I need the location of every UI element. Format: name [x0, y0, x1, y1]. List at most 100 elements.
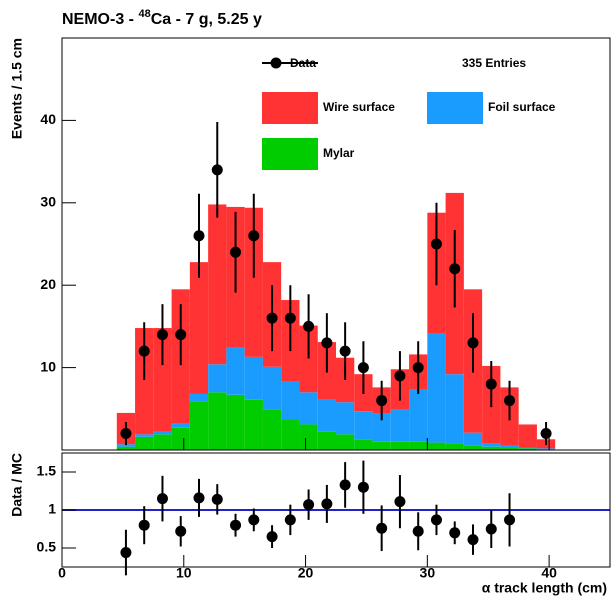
histogram-segment [482, 446, 501, 450]
histogram-segment [116, 446, 136, 450]
histogram-segment [171, 423, 190, 428]
entries-label: 335 Entries [462, 56, 526, 70]
x-tick-label: 10 [176, 565, 192, 581]
histogram-segment [354, 411, 373, 440]
histogram-segment [299, 392, 318, 425]
data-point [485, 378, 497, 390]
histogram-segment [171, 427, 190, 450]
data-point [376, 395, 388, 407]
data-point [284, 312, 296, 324]
data-point [138, 345, 150, 357]
histogram-segment [208, 204, 227, 365]
chart-title: NEMO-3 - 48Ca - 7 g, 5.25 y [62, 8, 262, 28]
legend-label: Foil surface [488, 100, 556, 114]
data-point [394, 496, 406, 508]
data-point [339, 479, 351, 491]
histogram-segment [409, 441, 428, 450]
data-point [248, 514, 260, 526]
histogram-segment [262, 409, 282, 450]
histogram-segment [500, 447, 519, 450]
histogram-segment [281, 419, 300, 450]
title-part: Ca - 7 g, 5.25 y [151, 11, 262, 28]
data-point [303, 499, 315, 511]
y-axis-label: Data / MC [9, 453, 25, 517]
data-point [540, 428, 552, 440]
data-point [120, 547, 132, 559]
legend-marker [270, 57, 282, 69]
histogram-segment [153, 434, 172, 450]
histogram-segment [153, 431, 172, 435]
histogram-segment [518, 424, 537, 448]
data-point [248, 230, 260, 242]
histogram-segment [299, 325, 318, 393]
histogram-segment [500, 445, 519, 448]
data-point [321, 337, 333, 349]
y-tick-label: 30 [40, 194, 56, 210]
histogram-segment [463, 445, 483, 450]
data-point [193, 230, 205, 242]
histogram-segment [208, 392, 227, 450]
histogram-segment [135, 436, 154, 450]
legend-label: Wire surface [323, 100, 395, 114]
data-point [485, 523, 497, 535]
data-point [412, 362, 424, 374]
histogram-segment [208, 364, 227, 393]
data-point [357, 362, 369, 374]
histogram-segment [372, 441, 391, 450]
legend-swatch [262, 138, 318, 170]
histogram-segment [482, 443, 501, 447]
title-superscript: 48 [138, 8, 150, 20]
histogram-segment [281, 381, 300, 420]
data-point [504, 514, 516, 526]
legend-swatch [262, 92, 318, 124]
histogram-segment [226, 394, 245, 450]
histogram-segment [244, 356, 263, 400]
histogram-segment [116, 444, 136, 447]
data-point [449, 527, 461, 539]
title-part: NEMO-3 - [62, 11, 138, 28]
data-point [193, 492, 205, 504]
data-point [284, 514, 296, 526]
histogram-segment [336, 402, 355, 435]
data-point [467, 337, 479, 349]
data-point [449, 263, 461, 275]
histogram-segment [463, 432, 483, 446]
y-tick-label: 10 [40, 358, 56, 374]
x-tick-label: 20 [298, 565, 314, 581]
histogram-segment [427, 442, 446, 450]
histogram-segment [354, 439, 373, 450]
histogram-segment [518, 448, 537, 450]
data-point [430, 238, 442, 250]
histogram-segment [427, 332, 446, 443]
histogram-segment [299, 424, 318, 450]
data-point [175, 525, 187, 537]
histogram-segment [189, 401, 209, 450]
histogram-segment [390, 409, 410, 442]
data-point [357, 481, 369, 493]
y-tick-label: 1.5 [37, 463, 57, 479]
histogram-segment [153, 328, 172, 432]
x-tick-label: 30 [420, 565, 436, 581]
histogram-segment [336, 434, 355, 450]
legend-swatch [427, 92, 483, 124]
histogram-segment [372, 413, 391, 442]
histogram-segment [135, 328, 154, 435]
histogram-segment [336, 357, 355, 403]
histogram-segment [317, 431, 336, 450]
data-point [120, 428, 132, 440]
data-point [266, 531, 278, 543]
histogram-segment [445, 443, 464, 450]
data-point [156, 493, 168, 505]
data-point [430, 514, 442, 526]
histogram-segment [189, 393, 209, 402]
data-point [156, 329, 168, 341]
data-point [303, 320, 315, 332]
histogram-segment [244, 399, 263, 450]
y-axis-label: Events / 1.5 cm [9, 38, 25, 139]
data-point [467, 534, 479, 546]
plot-frame [61, 37, 611, 451]
legend-label: Data [290, 56, 316, 70]
data-point [175, 329, 187, 341]
